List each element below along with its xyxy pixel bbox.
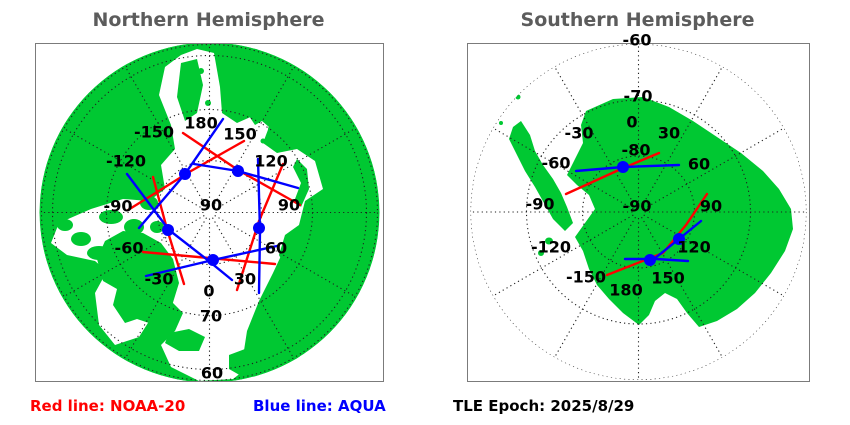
longitude-radial [492,214,634,297]
north-graticule [40,44,379,381]
island [499,121,503,125]
landmass-antarctic-peninsula [509,121,573,231]
longitude-radial [641,216,723,358]
longitude-radial [212,217,294,359]
longitude-radial [643,214,785,297]
landmass-scandinavia [243,243,337,381]
north-islands [57,59,337,381]
longitude-radial [641,66,723,208]
longitude-radial [643,127,785,210]
south-land [499,94,793,327]
island [116,249,134,261]
island [113,183,137,199]
map-boundary-circle [40,44,379,381]
island [150,221,164,233]
north-map-frame [35,43,384,382]
island [260,138,266,144]
longitude-radial [125,217,207,359]
landmass-alaska-ridge [177,59,203,121]
landmass-iceland [165,329,205,351]
noaa20-ground-track [126,139,246,212]
island [545,237,553,245]
satellite-position-dot [253,222,265,234]
island [57,219,73,231]
island [269,98,275,104]
island [205,100,211,106]
island [538,250,544,256]
south-map [470,44,807,380]
island [71,232,91,246]
satellite-position-dot [617,161,629,173]
satellite-position-dot [673,233,685,245]
island [124,219,144,235]
aqua-ground-track [125,172,234,282]
satellite-position-dot [207,254,219,266]
satellite-position-dot [162,224,174,236]
satellite-position-dot [179,168,191,180]
longitude-radial [554,66,636,208]
island [198,68,204,74]
canadian-archipelago [57,68,275,261]
longitude-radial [214,128,356,210]
south-map-title: Southern Hemisphere [520,9,755,31]
legend-red-noaa20: Red line: NOAA-20 [30,397,186,415]
longitude-radial [492,127,634,210]
island [268,126,274,132]
latitude-circle [51,54,368,371]
island [87,246,111,260]
landmass-svalbard [247,107,269,125]
longitude-radial [63,128,205,210]
satellite-position-dot [644,254,656,266]
island [139,245,155,257]
island [99,210,123,224]
south-map-frame [467,43,810,382]
longitude-radial [554,216,636,358]
north-map-title: Northern Hemisphere [92,9,325,31]
landmass-novaya-zemlya [293,159,309,207]
legend-tle-epoch: TLE Epoch: 2025/8/29 [453,397,635,415]
island [87,164,115,182]
island [271,135,275,139]
longitude-radial [212,66,294,208]
landmass-british-isles [229,349,253,377]
longitude-radial [214,215,356,297]
longitude-radial [63,215,205,297]
south-satellite-dots [617,161,685,266]
longitude-radial [125,66,207,208]
island [515,94,521,100]
legend-blue-aqua: Blue line: AQUA [253,397,386,415]
north-map [39,44,380,381]
south-graticule [470,44,807,380]
satellite-position-dot [232,165,244,177]
aqua-ground-track [623,257,690,263]
north-satellite-dots [162,165,265,266]
